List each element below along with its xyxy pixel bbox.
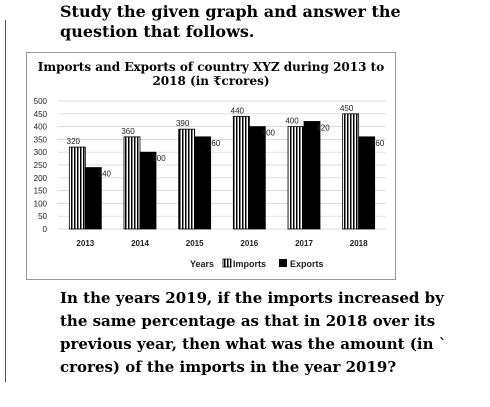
bar-imports — [68, 146, 86, 230]
bar-exports — [248, 126, 266, 230]
y-tick-label: 0 — [43, 225, 48, 234]
data-label-imports: 390 — [176, 119, 190, 128]
data-label-imports: 450 — [340, 104, 354, 113]
y-tick-label: 200 — [34, 174, 48, 183]
data-label-imports: 360 — [121, 127, 135, 136]
y-tick-label: 300 — [34, 148, 48, 157]
y-tick-label: 50 — [38, 212, 47, 221]
data-label-imports: 440 — [231, 106, 245, 115]
bar-imports — [123, 136, 141, 230]
x-category-label: 2017 — [295, 239, 313, 248]
chart-title-line-2: 2018 (in ₹crores) — [152, 74, 269, 88]
question-intro: Study the given graph and answer the que… — [60, 2, 401, 41]
data-label-exports: 240 — [98, 170, 112, 179]
y-axis-ticks: 0 50 100 150 200 250 300 350 400 450 500 — [34, 97, 48, 234]
left-margin-rule — [5, 20, 6, 382]
legend-swatch-imports — [222, 258, 232, 268]
data-label-exports: 400 — [262, 129, 276, 138]
data-label-exports: 360 — [371, 139, 385, 148]
x-axis-label: Years — [190, 259, 214, 269]
y-tick-label: 150 — [34, 187, 48, 196]
x-category-label: 2014 — [131, 239, 149, 248]
bar-exports — [84, 167, 102, 230]
chart-title-line-1: Imports and Exports of country XYZ durin… — [38, 60, 384, 74]
y-tick-label: 250 — [34, 161, 48, 170]
bar-exports — [194, 136, 212, 230]
legend-label-exports: Exports — [290, 259, 324, 269]
data-label-exports: 300 — [152, 154, 166, 163]
legend-swatch-exports — [279, 259, 287, 267]
data-label-imports: 320 — [67, 137, 81, 146]
bar-exports — [358, 136, 376, 230]
bar-imports — [342, 113, 360, 230]
x-category-label: 2016 — [240, 239, 258, 248]
y-tick-label: 500 — [34, 97, 48, 106]
y-tick-label: 350 — [34, 135, 48, 144]
y-tick-label: 400 — [34, 123, 48, 132]
y-tick-label: 100 — [34, 199, 48, 208]
bar-exports — [303, 121, 321, 230]
x-category-label: 2013 — [76, 239, 94, 248]
x-category-label: 2018 — [350, 239, 368, 248]
y-tick-label: 450 — [34, 110, 48, 119]
data-label-exports: 360 — [207, 139, 221, 148]
x-axis-categories: 2013 2014 2015 2016 2017 2018 — [76, 239, 368, 248]
bar-imports — [232, 115, 250, 230]
question-text: In the years 2019, if the imports increa… — [60, 289, 447, 376]
grid-lines — [58, 100, 386, 230]
bar-chart: Imports and Exports of country XYZ durin… — [34, 60, 386, 269]
data-label-exports: 420 — [316, 123, 330, 132]
bar-imports — [287, 126, 305, 230]
bar-imports — [178, 128, 196, 230]
bars: 320 240 360 300 390 360 440 400 400 420 450 360 — [67, 104, 385, 230]
x-category-label: 2015 — [186, 239, 204, 248]
bar-exports — [139, 151, 157, 230]
legend-label-imports: Imports — [233, 259, 266, 269]
data-label-imports: 400 — [285, 117, 299, 126]
